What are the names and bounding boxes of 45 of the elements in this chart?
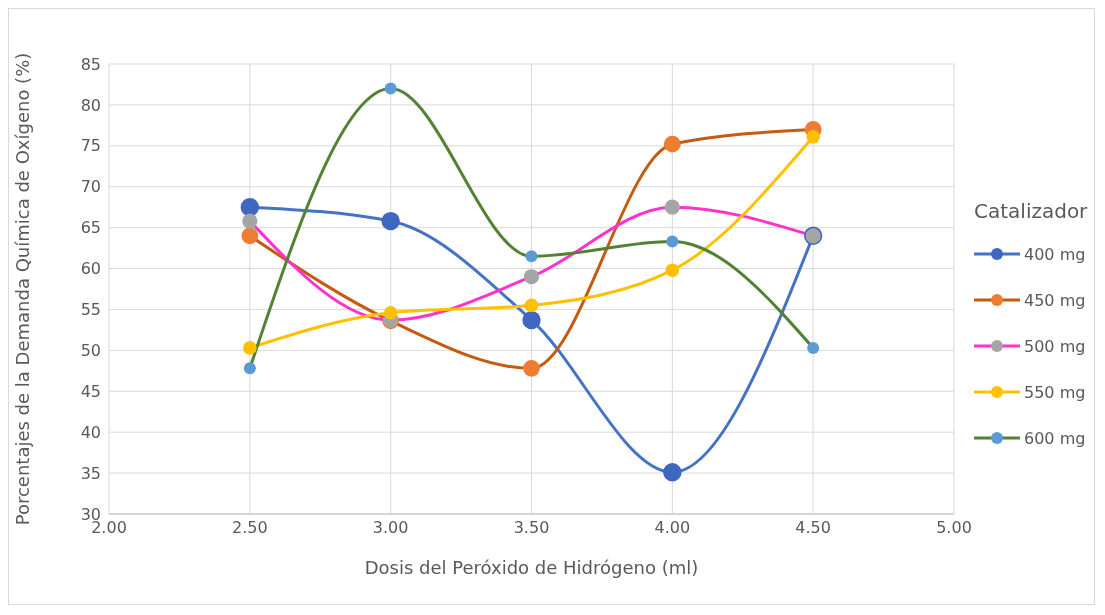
legend-title: Catalizador	[974, 199, 1089, 223]
x-axis-title: Dosis del Peróxido de Hidrógeno (ml)	[364, 557, 699, 578]
y-axis-title: Porcentajes de la Demanda Química de Oxígeno (%)	[12, 52, 33, 526]
point	[242, 213, 258, 229]
point	[525, 250, 538, 263]
point	[665, 263, 680, 277]
x-tick-label: 5.00	[936, 518, 972, 538]
y-tick-label: 50	[80, 341, 101, 361]
y-tick-label: 70	[80, 177, 101, 197]
legend-label: 500 mg	[1024, 336, 1086, 356]
x-tick-label: 4.00	[654, 518, 691, 538]
point	[243, 341, 257, 355]
point	[523, 359, 540, 377]
point	[806, 130, 820, 144]
point	[241, 227, 259, 245]
point	[383, 305, 398, 320]
point	[522, 310, 541, 330]
legend-label: 450 mg	[1024, 290, 1086, 310]
point	[381, 211, 400, 231]
y-tick-label: 75	[80, 136, 101, 156]
y-tick-label: 65	[80, 218, 101, 238]
point	[240, 197, 260, 217]
point	[523, 269, 540, 285]
point	[524, 298, 539, 313]
point	[243, 362, 256, 375]
legend-label: 600 mg	[1024, 428, 1086, 448]
legend-label: 400 mg	[1024, 244, 1086, 264]
point	[807, 341, 820, 354]
x-tick-label: 3.00	[372, 518, 409, 538]
x-tick-label: 4.50	[795, 518, 831, 538]
y-tick-label: 60	[80, 259, 101, 279]
y-tick-label: 40	[80, 422, 101, 442]
point	[663, 463, 682, 482]
point	[666, 235, 679, 248]
x-tick-label: 2.50	[232, 518, 268, 538]
y-tick-label: 55	[80, 300, 101, 320]
y-tick-label: 80	[80, 95, 101, 115]
point	[663, 135, 681, 153]
legend-label: 550 mg	[1024, 382, 1086, 402]
y-tick-label: 35	[80, 463, 101, 483]
x-tick-label: 3.50	[513, 518, 550, 538]
y-tick-label: 45	[80, 381, 101, 401]
y-tick-label: 85	[80, 54, 101, 74]
point	[664, 199, 680, 215]
point	[384, 82, 397, 95]
